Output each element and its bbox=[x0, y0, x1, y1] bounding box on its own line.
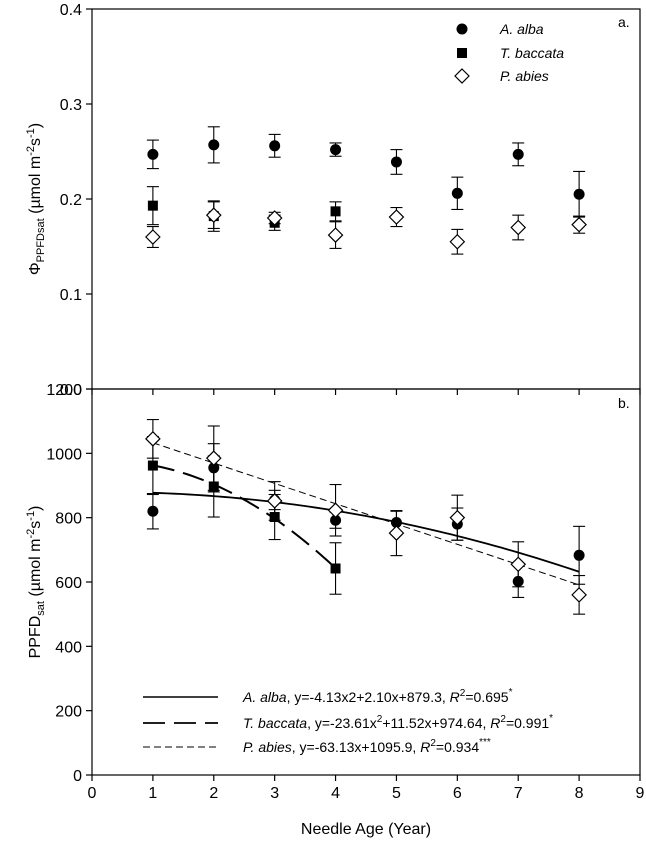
fit-line-p-abies bbox=[152, 442, 580, 586]
data-point-a-alba bbox=[208, 139, 220, 151]
panel-b-y-tick-label: 600 bbox=[55, 575, 82, 592]
x-tick-label: 2 bbox=[209, 785, 218, 802]
panel-a-marks bbox=[145, 126, 587, 255]
panel-a-y-axis-title: ΦPPFDsat (µmol m-2s-1) bbox=[25, 123, 47, 275]
panel-b-series-t-baccata bbox=[146, 436, 342, 595]
data-point-a-alba bbox=[512, 148, 524, 160]
data-point-a-alba bbox=[390, 156, 402, 168]
x-tick-label: 1 bbox=[148, 785, 157, 802]
panel-a: 0.0 0.1 0.2 0.3 0.4 a. ΦPPFDsat (µmol m-2s-1… bbox=[25, 2, 641, 399]
data-point-a-alba bbox=[451, 187, 463, 199]
data-point-p-abies bbox=[571, 216, 587, 233]
data-point-t-baccata bbox=[330, 563, 341, 574]
panel-a-label: a. bbox=[618, 14, 630, 30]
legend-label-t-baccata: T. baccata bbox=[500, 45, 564, 61]
panel-a-series-a-alba bbox=[146, 126, 586, 218]
data-point-p-abies bbox=[266, 210, 283, 226]
panel-b-fits bbox=[152, 442, 580, 586]
data-point-t-baccata bbox=[147, 200, 158, 211]
data-point-p-abies bbox=[449, 509, 466, 526]
x-tick-label: 5 bbox=[392, 785, 401, 802]
panel-b-label: b. bbox=[618, 395, 630, 411]
data-point-t-baccata bbox=[330, 206, 341, 217]
panel-b-legend: A. alba, y=-4.13x2+2.10x+879.3, R2=0.695… bbox=[143, 687, 553, 755]
data-point-p-abies bbox=[205, 450, 222, 467]
panel-b-marks bbox=[145, 419, 587, 615]
data-point-a-alba bbox=[269, 140, 281, 152]
data-point-a-alba bbox=[573, 549, 585, 561]
panel-a-frame bbox=[91, 8, 641, 390]
panel-b-y-tick-label: 400 bbox=[55, 639, 82, 656]
panel-b-series-p-abies bbox=[145, 419, 587, 615]
x-tick-label: 6 bbox=[453, 785, 462, 802]
x-tick-label: 0 bbox=[88, 785, 97, 802]
data-point-p-abies bbox=[327, 227, 344, 243]
data-point-p-abies bbox=[510, 556, 527, 573]
data-point-p-abies bbox=[388, 209, 405, 225]
panel-a-y-tick-label: 0.1 bbox=[60, 287, 82, 304]
data-point-p-abies bbox=[327, 502, 344, 519]
panel-a-legend: A. alba T. baccata P. abies bbox=[454, 21, 564, 84]
panel-b-y-tick-label: 0 bbox=[73, 768, 82, 785]
legend-label-p-abies-fit: P. abies, y=-63.13x+1095.9, R2=0.934*** bbox=[243, 737, 491, 755]
panel-a-y-tick-label: 0.4 bbox=[60, 2, 82, 19]
panel-b-y-tick-label: 800 bbox=[55, 511, 82, 528]
panel-a-series-p-abies bbox=[145, 201, 587, 255]
legend-marker-t-baccata bbox=[457, 48, 467, 58]
legend-label-t-baccata-fit: T. baccata, y=-23.61x2+11.52x+974.64, R2… bbox=[243, 713, 553, 731]
data-point-a-alba bbox=[147, 505, 159, 517]
x-tick-label: 3 bbox=[270, 785, 279, 802]
fit-line-t-baccata bbox=[152, 464, 337, 569]
data-point-p-abies bbox=[510, 219, 527, 236]
legend-label-p-abies: P. abies bbox=[500, 68, 549, 84]
data-point-a-alba bbox=[147, 148, 159, 160]
data-point-p-abies bbox=[449, 233, 466, 250]
panel-b-y-tick-label: 1200 bbox=[46, 382, 82, 399]
legend-label-a-alba-fit: A. alba, y=-4.13x2+2.10x+879.3, R2=0.695… bbox=[242, 687, 513, 705]
data-point-a-alba bbox=[573, 188, 585, 200]
legend-label-a-alba: A. alba bbox=[499, 21, 544, 37]
x-tick-label: 4 bbox=[331, 785, 340, 802]
data-point-p-abies bbox=[266, 493, 283, 509]
panel-a-y-tick-label: 0.3 bbox=[60, 97, 82, 114]
panel-b-y-tick-label: 200 bbox=[55, 704, 82, 721]
x-axis-title: Needle Age (Year) bbox=[301, 821, 431, 838]
panel-a-series-t-baccata bbox=[146, 186, 342, 232]
panel-b: 0 200 400 600 800 1000 1200 0 1 2 3 4 5 6 7 8 9 b. PPFDs… bbox=[25, 382, 645, 802]
x-tick-label: 7 bbox=[514, 785, 523, 802]
panel-b-axes: 0 200 400 600 800 1000 1200 0 1 2 3 4 5 6 7 8 9 bbox=[46, 382, 644, 802]
x-tick-label: 8 bbox=[575, 785, 584, 802]
panel-a-y-tick-label: 0.0 bbox=[60, 382, 82, 399]
panel-a-axes: 0.0 0.1 0.2 0.3 0.4 bbox=[60, 2, 641, 399]
data-point-p-abies bbox=[388, 525, 405, 541]
data-point-p-abies bbox=[145, 229, 161, 245]
panel-b-y-tick-label: 1000 bbox=[46, 446, 82, 463]
panel-a-y-tick-label: 0.2 bbox=[60, 192, 82, 209]
fit-line-a-alba bbox=[152, 491, 580, 573]
x-tick-label: 9 bbox=[636, 785, 645, 802]
data-point-p-abies bbox=[571, 587, 587, 603]
legend-marker-p-abies bbox=[454, 68, 470, 84]
panel-b-series-a-alba bbox=[146, 443, 586, 598]
legend-marker-a-alba bbox=[456, 23, 468, 35]
panel-b-y-axis-title: PPFDsat (µmol m-2s-1) bbox=[25, 506, 47, 659]
data-point-t-baccata bbox=[147, 460, 158, 471]
data-point-p-abies bbox=[205, 207, 222, 223]
data-point-p-abies bbox=[145, 431, 161, 447]
data-point-a-alba bbox=[330, 144, 342, 156]
